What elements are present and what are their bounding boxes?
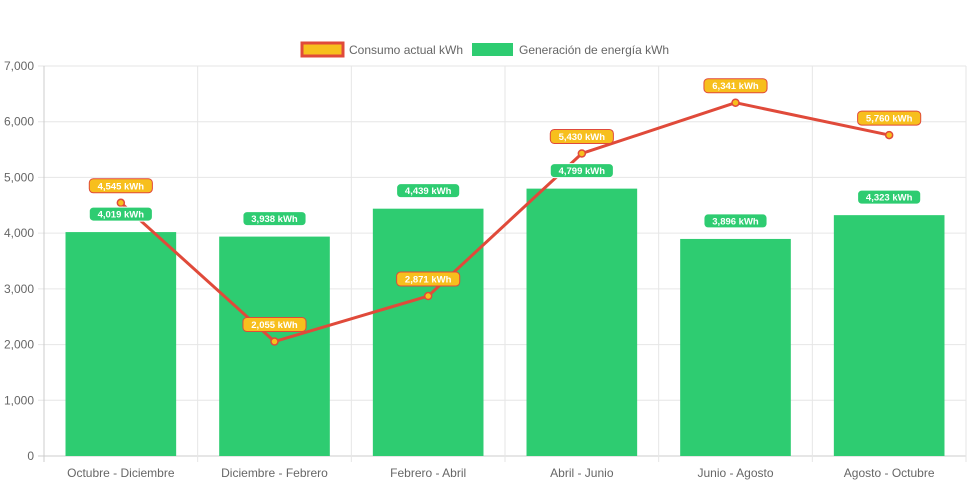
bar-series bbox=[65, 188, 945, 456]
y-tick-label: 2,000 bbox=[4, 338, 34, 352]
bar-data-label-badge bbox=[703, 213, 768, 229]
y-tick-label: 3,000 bbox=[4, 282, 34, 296]
line-data-label: 5,430 kWh bbox=[559, 132, 606, 143]
y-axis: 0 1,000 2,000 3,000 4,000 5,000 6,000 7,000 bbox=[4, 59, 34, 463]
bar-data-label: 4,439 kWh bbox=[405, 186, 452, 197]
data-labels: 4,019 kWh 3,938 kWh 4,439 kWh 4,799 kWh 3,89… bbox=[88, 78, 922, 333]
line-data-label-badge bbox=[396, 271, 461, 287]
line-data-label: 2,871 kWh bbox=[405, 275, 452, 286]
x-tick-label: Octubre - Diciembre bbox=[67, 466, 175, 480]
line-data-label: 6,341 kWh bbox=[712, 81, 759, 92]
bar bbox=[65, 232, 177, 456]
line-data-label-badge bbox=[242, 317, 307, 333]
bar-data-label: 4,019 kWh bbox=[98, 210, 145, 221]
y-tick-label: 5,000 bbox=[4, 170, 34, 184]
bar bbox=[833, 215, 945, 456]
legend-swatch-generacion bbox=[472, 43, 513, 56]
line-data-label-badge bbox=[703, 78, 768, 94]
x-tick-label: Febrero - Abril bbox=[390, 466, 466, 480]
legend-label-consumo: Consumo actual kWh bbox=[349, 43, 463, 57]
line-point bbox=[423, 291, 433, 301]
legend: Consumo actual kWh Generación de energía… bbox=[300, 41, 669, 58]
line-data-label-badge bbox=[549, 128, 614, 144]
bar-data-label: 4,799 kWh bbox=[559, 166, 606, 177]
x-axis: Octubre - Diciembre Diciembre - Febrero Fe… bbox=[67, 466, 935, 480]
legend-item-generacion[interactable]: Generación de energía kWh bbox=[472, 43, 669, 57]
bar-data-label: 4,323 kWh bbox=[866, 193, 913, 204]
legend-label-generacion: Generación de energía kWh bbox=[519, 43, 669, 57]
line-data-label: 2,055 kWh bbox=[251, 320, 298, 331]
x-tick-label: Abril - Junio bbox=[550, 466, 614, 480]
line-data-label: 5,760 kWh bbox=[866, 114, 913, 125]
line-point bbox=[116, 198, 126, 208]
bar-data-label-badge bbox=[857, 189, 922, 205]
bar bbox=[372, 208, 484, 456]
y-tick-label: 1,000 bbox=[4, 393, 34, 407]
line-point bbox=[270, 337, 279, 346]
gridlines bbox=[38, 65, 967, 462]
bar-data-label-badge bbox=[88, 206, 153, 222]
x-tick-label: Agosto - Octubre bbox=[844, 466, 935, 480]
x-tick-label: Diciembre - Febrero bbox=[221, 466, 328, 480]
bar-data-label: 3,938 kWh bbox=[251, 214, 298, 225]
y-tick-label: 0 bbox=[27, 449, 34, 463]
line-point bbox=[884, 130, 894, 140]
line-point bbox=[731, 98, 740, 107]
bar-data-label-badge bbox=[396, 183, 461, 199]
line-point bbox=[577, 149, 587, 158]
y-tick-label: 6,000 bbox=[4, 115, 34, 129]
bar bbox=[680, 238, 791, 456]
bar bbox=[219, 236, 330, 456]
line-data-label: 4,545 kWh bbox=[98, 181, 145, 192]
bar-data-label-badge bbox=[242, 211, 307, 227]
bar bbox=[526, 188, 638, 456]
line-data-label-badge bbox=[857, 110, 922, 126]
bar-data-label: 3,896 kWh bbox=[712, 216, 759, 227]
y-tick-label: 4,000 bbox=[4, 226, 34, 240]
line-data-label-badge bbox=[88, 178, 153, 194]
legend-item-consumo[interactable]: Consumo actual kWh bbox=[300, 41, 463, 58]
x-tick-label: Junio - Agosto bbox=[697, 466, 773, 480]
legend-swatch-consumo bbox=[300, 41, 345, 58]
y-tick-label: 7,000 bbox=[4, 59, 34, 73]
bar-data-label-badge bbox=[549, 163, 614, 179]
